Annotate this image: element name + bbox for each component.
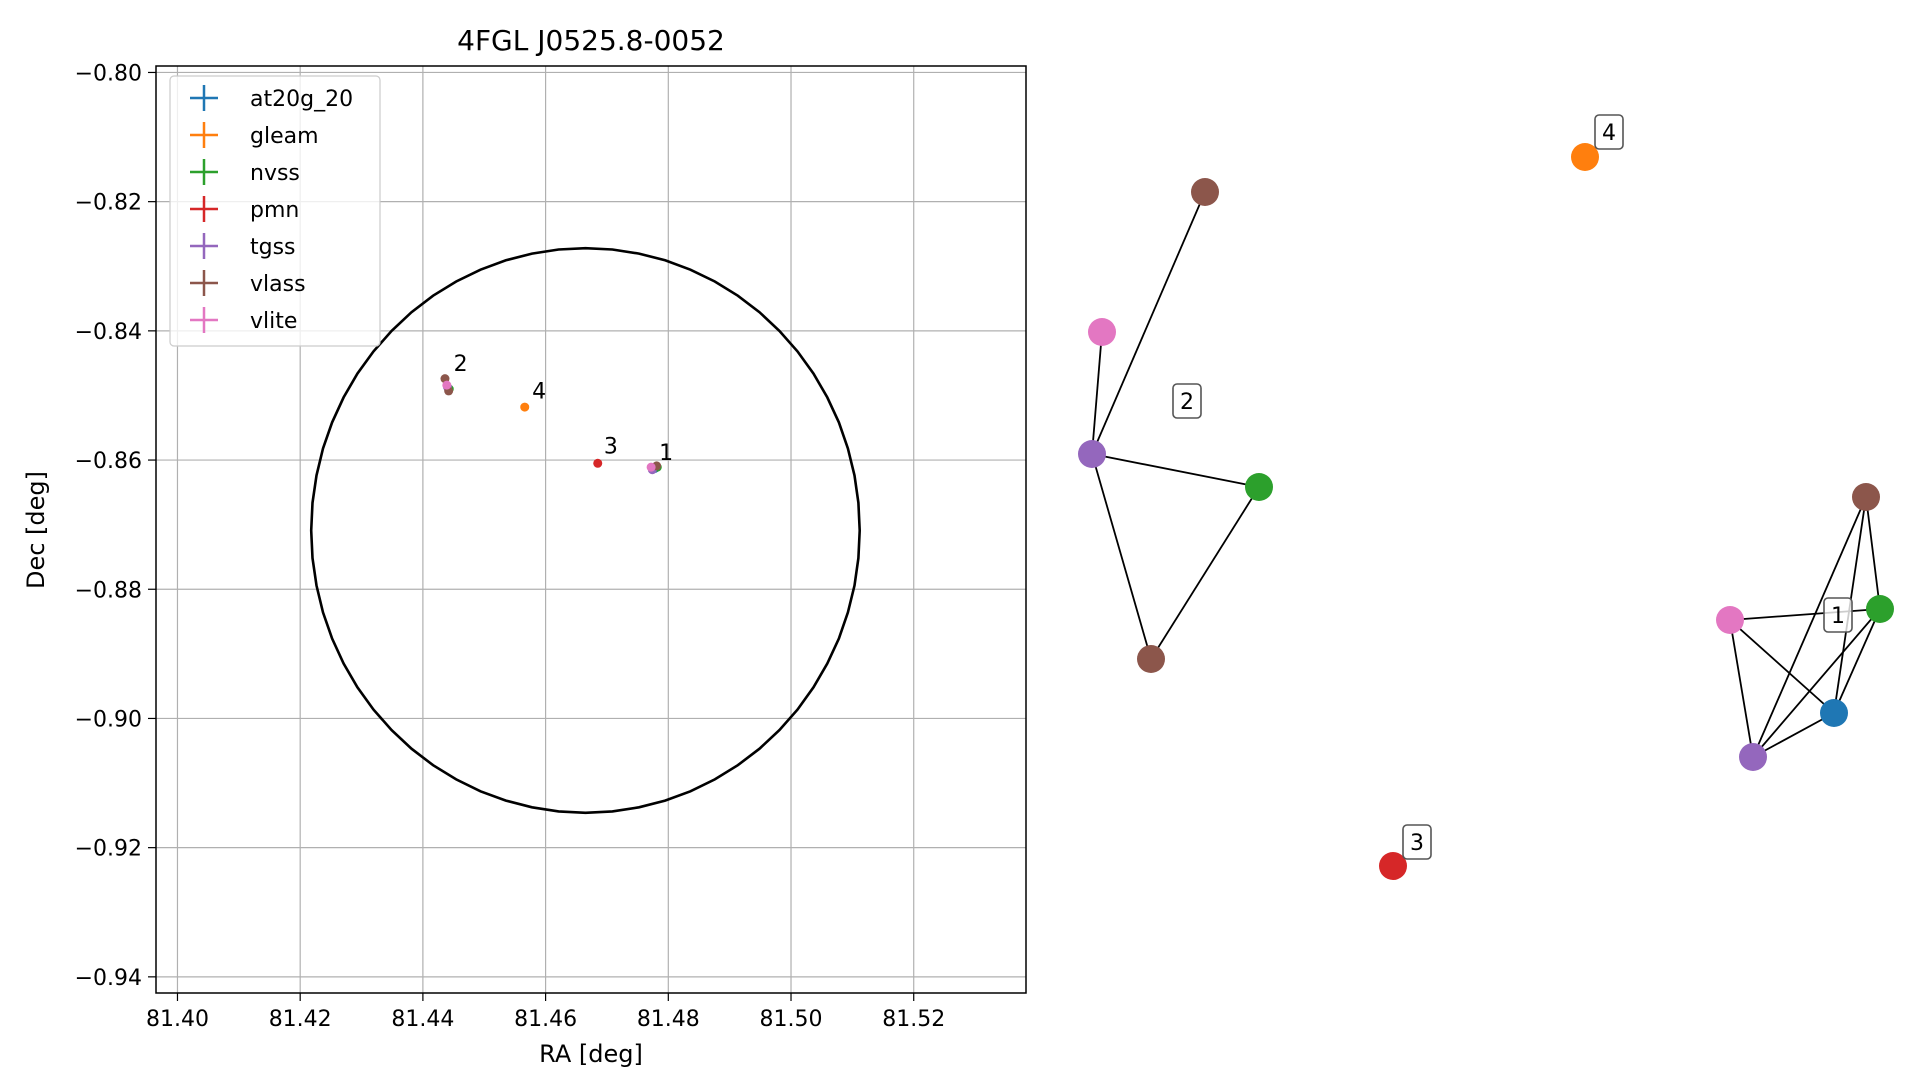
network-edge <box>1729 608 1881 621</box>
x-tick-label: 81.42 <box>269 1007 332 1032</box>
legend-frame <box>169 75 381 347</box>
cluster-label-3: 3 <box>1402 824 1432 860</box>
cluster-labels: 1 2 3 4 <box>1172 114 1853 860</box>
x-tick-label: 81.52 <box>882 1007 945 1032</box>
point-annotation: 3 <box>604 435 618 460</box>
node-nvss <box>1866 595 1894 623</box>
uncertainty-ellipse <box>309 246 861 815</box>
legend-item-vlite: vlite <box>190 307 297 334</box>
legend-item-gleam: gleam <box>190 122 319 149</box>
x-tick-label: 81.44 <box>391 1007 454 1032</box>
legend-item-at20g_20: at20g_20 <box>190 85 353 112</box>
x-tick-label: 81.48 <box>637 1007 700 1032</box>
x-tick-label: 81.50 <box>760 1007 823 1032</box>
network-nodes <box>1078 143 1894 880</box>
cluster-label-text: 3 <box>1410 831 1424 856</box>
network-edge <box>1091 453 1152 660</box>
point-gleam <box>520 402 530 412</box>
legend-label: tgss <box>250 235 296 260</box>
x-tick-label: 81.46 <box>514 1007 577 1032</box>
y-tick-label: −0.86 <box>75 449 142 474</box>
point-annotation: 4 <box>532 380 546 405</box>
network-edges <box>1091 191 1881 758</box>
x-tick-label: 81.40 <box>146 1007 209 1032</box>
y-tick-label: −0.90 <box>75 707 142 732</box>
grid <box>156 66 1026 993</box>
y-tick-label: −0.92 <box>75 837 142 862</box>
y-tick-label: −0.88 <box>75 578 142 603</box>
y-tick-label: −0.94 <box>75 966 142 991</box>
node-pmn <box>1379 852 1407 880</box>
y-axis-ticks: −0.80 −0.82 −0.84 −0.86 −0.88 −0.90 −0.92 −0.94 <box>75 61 156 991</box>
y-axis-label: Dec [deg] <box>22 471 50 589</box>
network-edge <box>1752 608 1881 758</box>
network-edge <box>1752 496 1867 758</box>
node-tgss <box>1078 440 1106 468</box>
network-edge <box>1729 619 1835 714</box>
network-edge <box>1091 191 1206 455</box>
node-at20g_20 <box>1820 699 1848 727</box>
y-tick-label: −0.82 <box>75 191 142 216</box>
node-gleam <box>1571 143 1599 171</box>
cluster-label-4: 4 <box>1594 114 1624 150</box>
cluster-label-box <box>1402 824 1432 860</box>
legend-item-vlass: vlass <box>190 270 306 297</box>
legend-item-nvss: nvss <box>190 159 300 186</box>
node-vlass <box>1137 645 1165 673</box>
point-vlite <box>442 380 452 390</box>
point-annotations: 1 2 3 4 <box>454 352 674 466</box>
cluster-label-box <box>1594 114 1624 150</box>
x-axis-ticks: 81.40 81.42 81.44 81.46 81.48 81.50 81.52 <box>146 993 945 1032</box>
data-points <box>440 374 662 475</box>
legend-label: vlite <box>250 309 297 334</box>
y-tick-label: −0.84 <box>75 320 142 345</box>
node-tgss <box>1739 743 1767 771</box>
ellipse-outline <box>309 246 861 815</box>
node-vlass <box>1191 178 1219 206</box>
node-nvss <box>1245 473 1273 501</box>
chart-title: 4FGL J0525.8-0052 <box>457 24 725 57</box>
network-edge <box>1150 486 1260 660</box>
point-pmn <box>593 458 603 468</box>
legend-item-tgss: tgss <box>190 233 296 260</box>
legend-label: vlass <box>250 272 306 297</box>
cluster-label-box <box>1823 597 1853 633</box>
cluster-label-text: 1 <box>1831 604 1845 629</box>
network-edge <box>1091 453 1260 488</box>
legend-label: gleam <box>250 124 319 149</box>
network-edge <box>1865 496 1881 610</box>
legend-label: at20g_20 <box>250 87 353 112</box>
network-edge <box>1091 331 1103 455</box>
cluster-label-2: 2 <box>1172 383 1202 419</box>
y-tick-label: −0.80 <box>75 61 142 86</box>
legend-label: pmn <box>250 198 299 223</box>
cluster-label-text: 2 <box>1180 390 1194 415</box>
legend-label: nvss <box>250 161 300 186</box>
point-annotation: 2 <box>454 352 468 377</box>
x-axis-label: RA [deg] <box>539 1040 643 1068</box>
cluster-label-1: 1 <box>1823 597 1853 633</box>
cluster-label-box <box>1172 383 1202 419</box>
network-edge <box>1729 619 1754 758</box>
cluster-label-text: 4 <box>1602 121 1616 146</box>
network-edge <box>1833 608 1881 714</box>
network-edge <box>1752 712 1835 758</box>
node-vlass <box>1852 483 1880 511</box>
point-annotation: 1 <box>659 441 673 466</box>
point-vlite <box>646 462 656 472</box>
node-vlite <box>1088 318 1116 346</box>
legend-item-pmn: pmn <box>190 196 299 223</box>
plot-frame <box>155 65 1027 994</box>
cluster-network-graph: 1 2 3 4 <box>1078 114 1894 880</box>
node-vlite <box>1716 606 1744 634</box>
